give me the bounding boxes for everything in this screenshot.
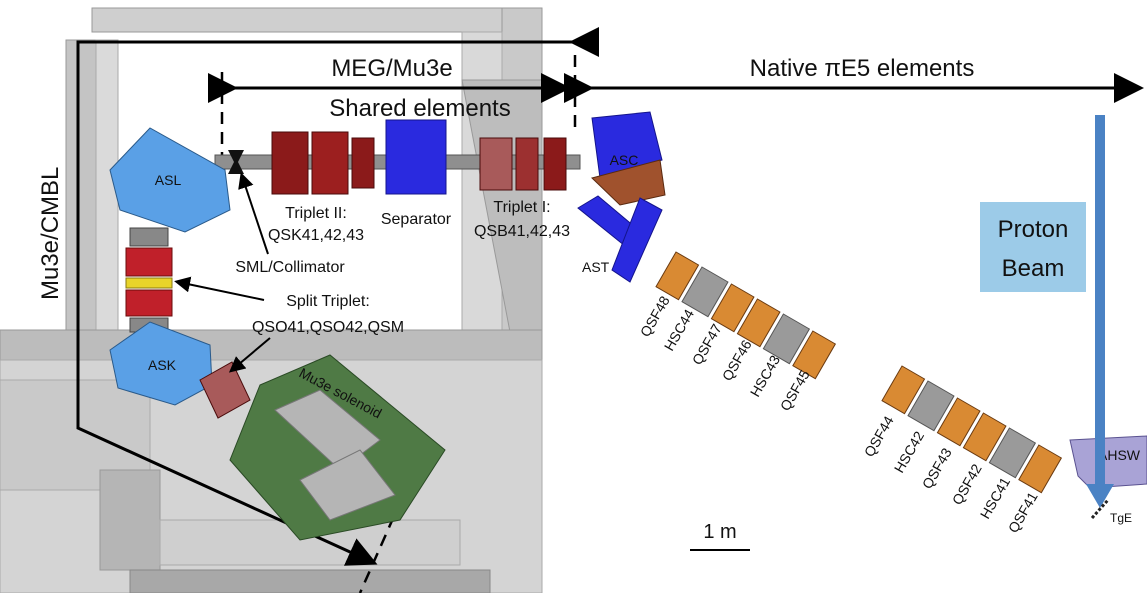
separator-magnet (385, 119, 447, 195)
upper-label-1: HSC44 (661, 306, 698, 353)
split-label: Split Triplet: (286, 293, 370, 310)
asc-dipole: ASC (591, 111, 666, 206)
proton-box (980, 202, 1086, 292)
triplet1-label: Triplet I: (493, 199, 550, 216)
lower-label-3: QSF42 (949, 461, 985, 508)
upper-label-4: HSC43 (747, 352, 784, 399)
lower-label-4: HSC41 (977, 474, 1014, 521)
split-pointer-b (228, 337, 271, 373)
ask-dipole: ASK (109, 321, 213, 406)
ast-magnet: AST (577, 195, 663, 283)
upper-label-2: QSF47 (689, 321, 725, 368)
lower-native-chain (881, 365, 1063, 494)
title-top: MEG/Mu3e (331, 55, 452, 82)
sml-label: SML/Collimator (235, 259, 345, 276)
proton-arrow-head (1086, 484, 1114, 508)
side-label: Mu3e/CMBL (37, 167, 64, 300)
scale-label: 1 m (703, 521, 736, 543)
path-arrow (76, 27, 599, 566)
separator-label: Separator (381, 211, 452, 228)
split-pointer-a (174, 276, 265, 301)
ask-label: ASK (148, 357, 177, 373)
split-triplet-magnets (125, 227, 173, 333)
triplet1-sub: QSB41,42,43 (474, 223, 570, 240)
sml-pointer (238, 172, 269, 255)
lower-label-2: QSF43 (919, 445, 955, 492)
proton-line1: Proton (998, 216, 1069, 243)
asl-label: ASL (155, 172, 182, 188)
triplet2-label: Triplet II: (285, 205, 347, 222)
upper-label-5: QSF45 (777, 367, 813, 414)
tge-label: TgE (1110, 511, 1132, 525)
lower-label-5: QSF41 (1005, 489, 1041, 536)
ast-label: AST (582, 259, 610, 275)
mu3e-solenoid: Mu3e solenoid (229, 354, 446, 541)
sml-collimator (228, 150, 244, 174)
split-sub: QSO41,QSO42,QSM (252, 319, 404, 336)
triplet-i-magnets (479, 137, 567, 191)
title-native: Native πE5 elements (750, 55, 975, 82)
scale-bar: 1 m (690, 521, 750, 551)
upper-label-3: QSF46 (719, 337, 755, 384)
upper-native-chain (655, 251, 837, 380)
ahsw-target: AHSW (1069, 435, 1147, 489)
ask-exit-magnets (199, 361, 251, 419)
triplet-ii-magnets (271, 131, 375, 195)
asc-label: ASC (610, 152, 639, 168)
tge-marker (1090, 499, 1110, 519)
proton-beam: Proton Beam (980, 115, 1114, 508)
lower-label-1: HSC42 (891, 428, 928, 475)
ahsw-label: AHSW (1098, 447, 1141, 463)
asl-dipole: ASL (109, 127, 231, 233)
lower-label-0: QSF44 (861, 413, 897, 460)
title-shared: Shared elements (329, 95, 510, 122)
triplet2-sub: QSK41,42,43 (268, 227, 364, 244)
proton-line2: Beam (1002, 255, 1065, 282)
